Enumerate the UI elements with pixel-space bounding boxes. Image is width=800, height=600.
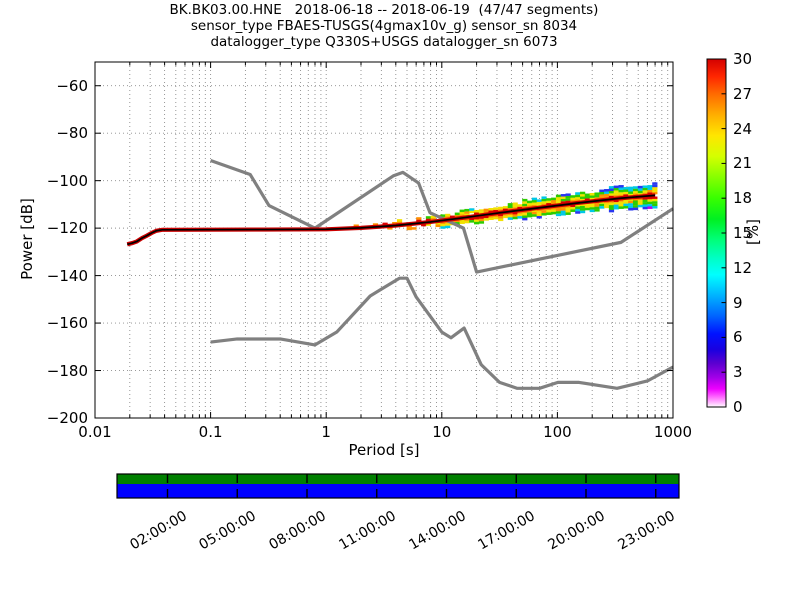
psd-histogram: [353, 182, 658, 231]
x-tick-label: 100: [543, 423, 572, 441]
colorbar-tick-label: 30: [733, 50, 753, 68]
axes-frame: [94, 61, 674, 419]
y-tick-label: −160: [46, 314, 88, 333]
title-block: BK.BK03.00.HNE 2018-06-18 -- 2018-06-19 …: [0, 2, 768, 50]
colorbar-tick-label: 9: [733, 293, 743, 312]
figure-subtitle-sensor: sensor_type FBAES-TUSGS(4gmax10v_g) sens…: [190, 18, 578, 34]
y-tick-label: −100: [46, 171, 88, 190]
nlnm-curve: [210, 276, 674, 390]
figure-title: BK.BK03.00.HNE 2018-06-18 -- 2018-06-19 …: [169, 2, 599, 18]
colorbar-tick-label: 27: [733, 84, 753, 103]
colorbar-tick-label: 3: [733, 363, 743, 382]
x-tick-label: 1: [321, 423, 331, 441]
coverage-segment-blue: [117, 484, 679, 498]
coverage-bar: [116, 473, 680, 499]
colorbar: [706, 58, 727, 408]
coverage-segment-green: [117, 474, 679, 484]
colorbar-tick-label: 21: [733, 154, 753, 173]
x-tick-label: 0.01: [78, 423, 112, 441]
y-tick-label: −80: [56, 124, 88, 143]
grid-lines: [95, 62, 673, 418]
colorbar-tick-label: 18: [733, 189, 753, 208]
x-tick-label: 1000: [653, 423, 693, 441]
colorbar-tick-label: 15: [733, 224, 753, 242]
noise-model-curves: [210, 158, 674, 390]
x-tick-label: 0.1: [198, 423, 223, 441]
colorbar-tick-label: 0: [733, 398, 743, 416]
nhnm-curve: [210, 158, 674, 274]
colorbar-tick-label: 12: [733, 258, 753, 277]
x-tick-label: 10: [432, 423, 452, 441]
y-tick-label: −60: [56, 76, 88, 95]
figure-subtitle-datalogger: datalogger_type Q330S+USGS datalogger_sn…: [210, 34, 558, 50]
y-tick-label: −180: [46, 361, 88, 380]
psd-mode-line: [126, 193, 656, 247]
colorbar-tick-label: 6: [733, 328, 743, 347]
colorbar-tick-label: 24: [733, 119, 753, 138]
y-tick-label: −140: [46, 266, 88, 285]
y-tick-label: −200: [46, 409, 88, 427]
y-tick-label: −120: [46, 219, 88, 238]
x-axis-label: Period [s]: [348, 441, 420, 459]
